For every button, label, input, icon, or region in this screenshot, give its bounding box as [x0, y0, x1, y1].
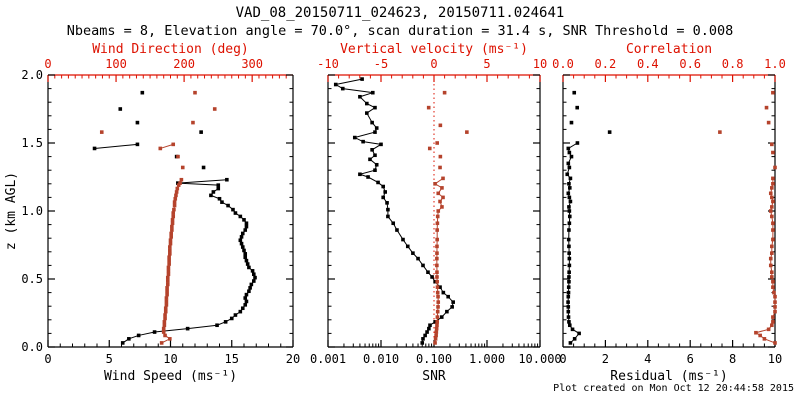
top-tick-label: 5: [483, 57, 490, 71]
x-tick-label: 1.000: [469, 352, 505, 366]
x-tick-label: 0.001: [310, 352, 346, 366]
panel-residual: 0 2 4 6 8 10 Residual (ms⁻¹) 0.0 0.2 0.4 0.6 0.8 1.0…: [552, 42, 786, 384]
x-tick-label: 0.100: [416, 352, 452, 366]
top-tick-label: 0.8: [722, 57, 744, 71]
residual-series: [565, 90, 612, 345]
x-tick-label: 0.010: [363, 352, 399, 366]
top-tick-label: 0.4: [637, 57, 659, 71]
panel-wind: 0 5 10 15 20 Wind Speed (ms⁻¹) 0 100 200 300Wind …: [4, 42, 300, 384]
y-tick-label: 2.0: [21, 68, 43, 82]
top-tick-label: 0.6: [679, 57, 701, 71]
top-tick-label: 0: [44, 57, 51, 71]
x-tick-label: 10.000: [518, 352, 561, 366]
x-tick-label: 0: [559, 352, 566, 366]
y-axis-title: z (km AGL): [4, 172, 19, 250]
top-tick-label: -10: [317, 57, 339, 71]
x-tick-label: 4: [644, 352, 651, 366]
y-tick-label: 1.5: [21, 136, 43, 150]
x-tick-label: 0: [44, 352, 51, 366]
bottom-axis-title: Residual (ms⁻¹): [610, 369, 727, 384]
x-tick-label: 6: [687, 352, 694, 366]
bottom-axis-title: SNR: [422, 369, 446, 384]
wind-direction-series: [99, 90, 217, 345]
top-tick-label: 200: [173, 57, 195, 71]
top-tick-label: 300: [241, 57, 263, 71]
top-tick-label: 1.0: [764, 57, 786, 71]
correlation-series: [718, 90, 777, 345]
x-tick-label: 5: [106, 352, 113, 366]
top-axis-title: Correlation: [626, 42, 712, 57]
y-tick-label: 0.5: [21, 272, 43, 286]
top-tick-label: 0.0: [552, 57, 574, 71]
top-tick-label: 10: [533, 57, 547, 71]
x-tick-label: 8: [729, 352, 736, 366]
creation-timestamp: Plot created on Mon Oct 12 20:44:58 2015: [553, 383, 794, 394]
x-tick-label: 2: [602, 352, 609, 366]
x-tick-label: 10: [768, 352, 782, 366]
bottom-axis-title: Wind Speed (ms⁻¹): [104, 369, 237, 384]
panel-snr: 0.001 0.010 0.100 1.000 10.000 SNR -10 -5 0 5 10 Ve…: [310, 42, 562, 384]
top-axis-title: Vertical velocity (ms⁻¹): [340, 42, 528, 57]
top-tick-label: 0.2: [595, 57, 617, 71]
vertical-velocity-series: [426, 90, 469, 345]
y-tick-label: 0.0: [21, 340, 43, 354]
top-tick-label: -5: [374, 57, 388, 71]
top-tick-label: 100: [105, 57, 127, 71]
x-tick-label: 15: [225, 352, 239, 366]
snr-series: [333, 77, 455, 345]
x-tick-label: 10: [163, 352, 177, 366]
wind-speed-series: [92, 90, 257, 345]
x-tick-label: 20: [286, 352, 300, 366]
y-tick-label: 1.0: [21, 204, 43, 218]
plot-subtitle: Nbeams = 8, Elevation angle = 70.0°, sca…: [66, 23, 734, 39]
plot-title: VAD_08_20150711_024623, 20150711.024641: [235, 5, 565, 21]
top-tick-label: 0: [430, 57, 437, 71]
top-axis-title: Wind Direction (deg): [92, 42, 249, 57]
